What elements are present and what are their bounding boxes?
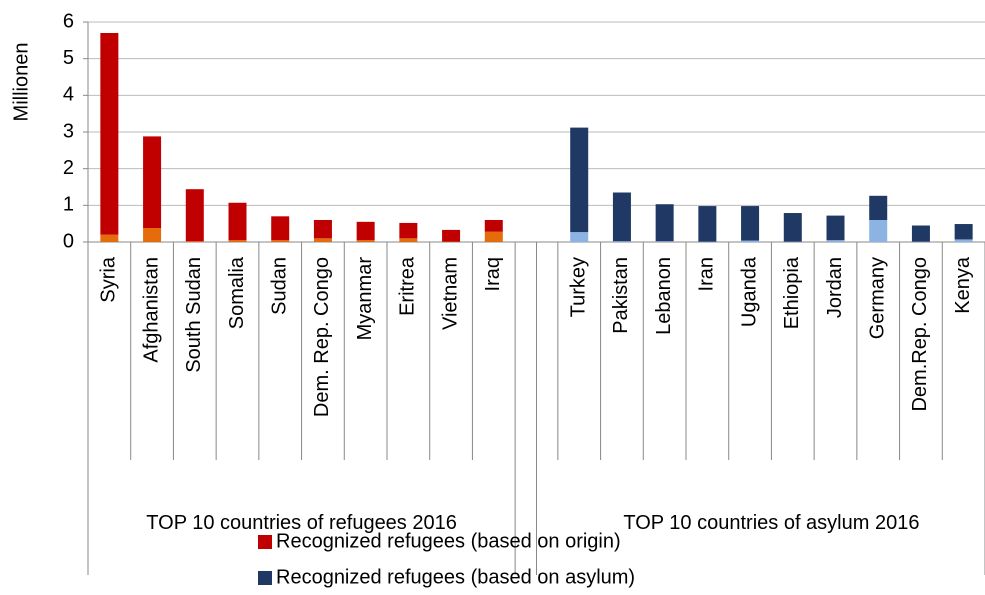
bar: [143, 228, 162, 242]
bar: [356, 221, 375, 241]
bar: [826, 240, 845, 242]
bar: [869, 220, 888, 242]
y-tick-label: 3: [63, 120, 74, 142]
bar: [612, 241, 631, 242]
bar: [612, 192, 631, 242]
y-axis-label: Millionen: [10, 43, 32, 122]
bar: [100, 234, 119, 242]
x-tick-label: Turkey: [567, 257, 589, 317]
legend-label: Recognized refugees (based on origin): [276, 530, 621, 552]
bar: [271, 216, 290, 241]
bar: [954, 239, 973, 242]
bar: [313, 238, 332, 242]
x-tick-label: Dem. Rep. Congo: [311, 257, 333, 417]
x-tick-label: South Sudan: [183, 257, 205, 373]
x-tick-label: Kenya: [952, 256, 974, 314]
y-tick-label: 5: [63, 47, 74, 69]
x-tick-label: Germany: [866, 257, 888, 339]
x-tick-label: Eritrea: [397, 256, 419, 316]
bar: [185, 189, 204, 242]
legend-label: Recognized refugees (based on asylum): [276, 566, 635, 588]
bar: [100, 33, 119, 235]
bar: [570, 232, 589, 242]
bar: [741, 240, 760, 242]
legend-swatch: [258, 571, 272, 585]
x-tick-label: Iran: [696, 257, 718, 291]
y-tick-label: 2: [63, 157, 74, 179]
bar: [399, 238, 418, 242]
x-tick-label: Vietnam: [439, 257, 461, 330]
x-tick-label: Iraq: [482, 257, 504, 291]
bar: [826, 215, 845, 241]
bar: [143, 136, 162, 229]
x-tick-label: Afghanistan: [140, 257, 162, 363]
x-tick-label: Dem.Rep. Congo: [909, 257, 931, 412]
bar: [399, 222, 418, 239]
legend-swatch: [258, 535, 272, 549]
bar: [570, 127, 589, 233]
x-tick-label: Syria: [98, 256, 120, 302]
bar: [484, 220, 503, 232]
bar: [869, 195, 888, 220]
x-tick-label: Lebanon: [653, 257, 675, 335]
y-tick-label: 6: [63, 10, 74, 32]
x-tick-label: Somalia: [226, 256, 248, 329]
y-tick-label: 4: [63, 84, 74, 106]
y-tick-label: 0: [63, 230, 74, 252]
x-tick-label: Myanmar: [354, 257, 376, 341]
bar: [655, 241, 674, 242]
bar: [484, 231, 503, 242]
bar: [911, 225, 930, 242]
y-tick-label: 1: [63, 194, 74, 216]
bar: [741, 206, 760, 241]
x-tick-label: Sudan: [268, 257, 290, 315]
bar: [442, 229, 461, 242]
bar: [228, 202, 247, 241]
bar: [356, 240, 375, 242]
bar: [783, 213, 802, 242]
x-tick-label: Uganda: [738, 256, 760, 327]
x-tick-label: Jordan: [824, 257, 846, 318]
group-label: TOP 10 countries of asylum 2016: [623, 512, 920, 534]
bar: [698, 206, 717, 242]
bar: [185, 241, 204, 242]
x-tick-label: Ethiopia: [781, 256, 803, 329]
group-label: TOP 10 countries of refugees 2016: [146, 512, 457, 534]
bar: [271, 240, 290, 242]
bar: [228, 240, 247, 242]
bar: [655, 204, 674, 242]
x-tick-label: Pakistan: [610, 257, 632, 334]
bar: [313, 220, 332, 239]
bar: [954, 224, 973, 240]
